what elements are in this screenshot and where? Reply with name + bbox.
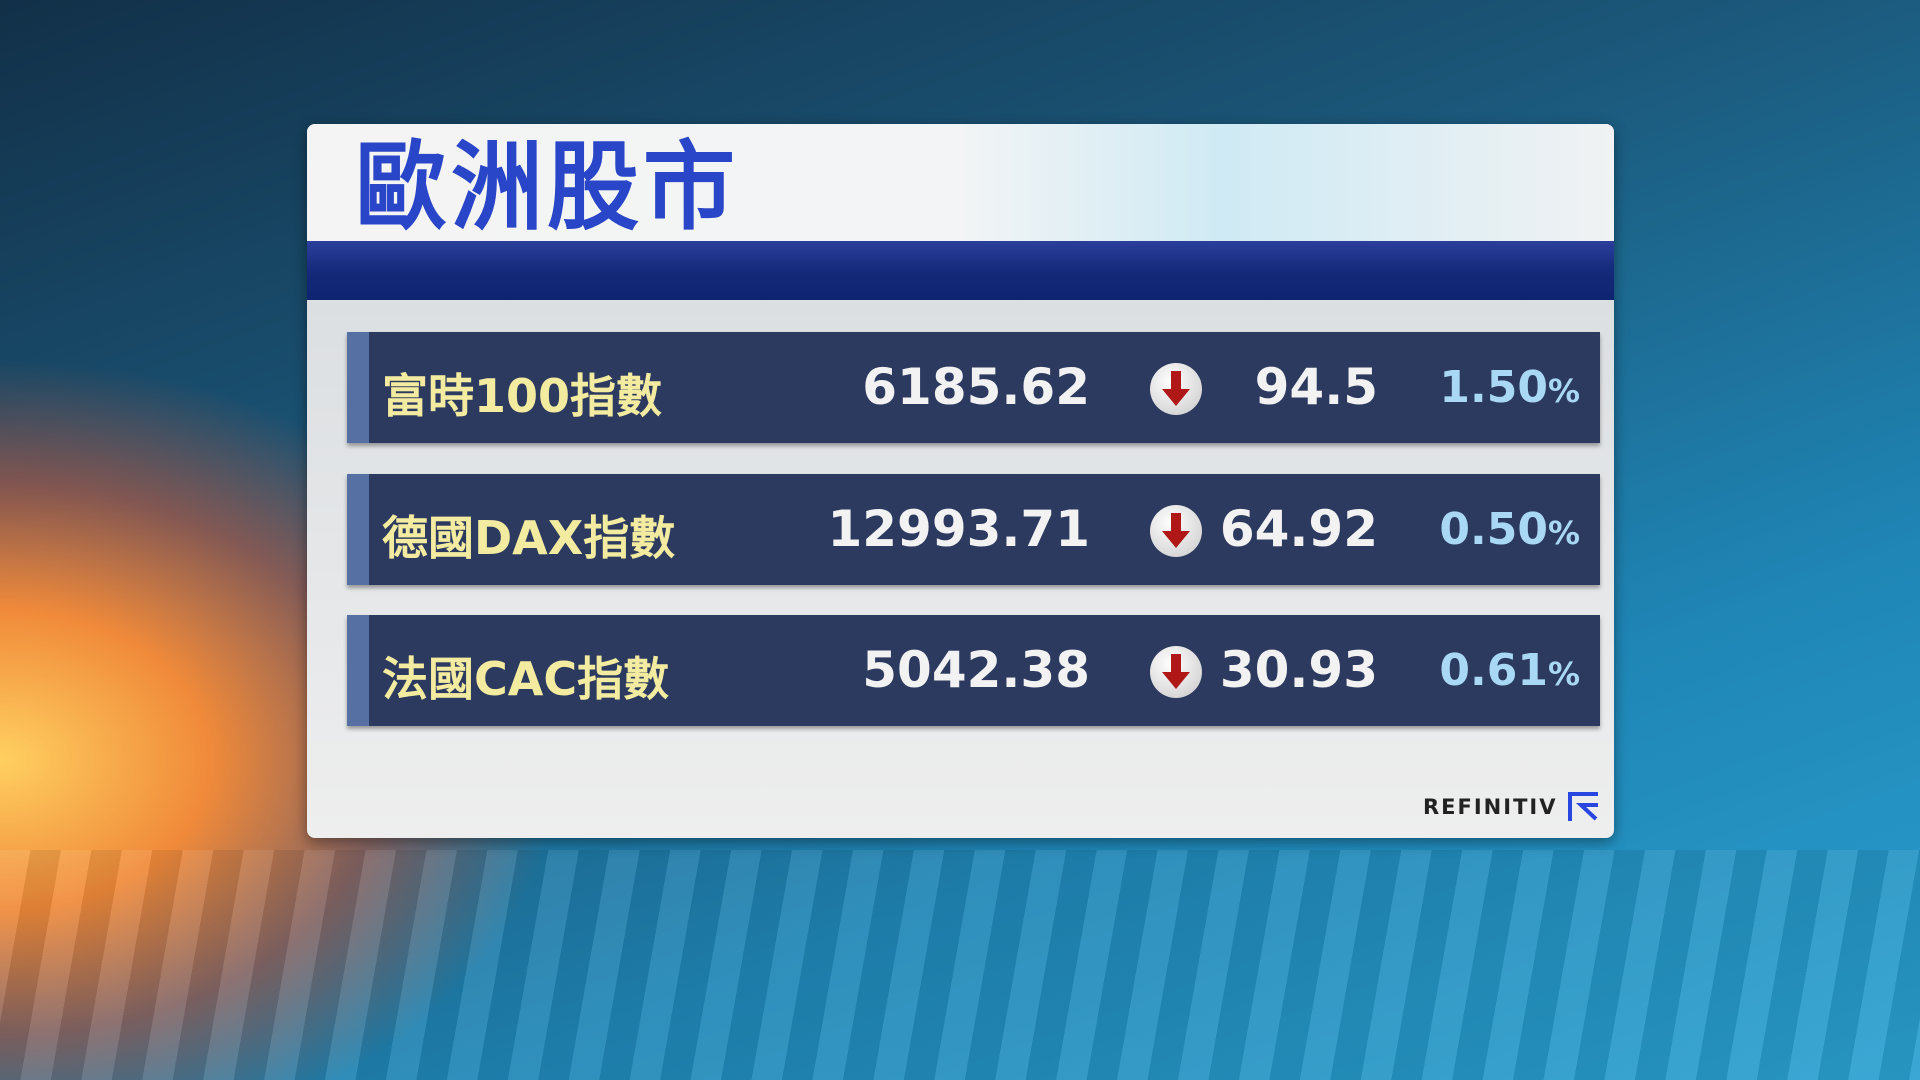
index-row: 德國DAX指數 12993.71 64.92 0.50% bbox=[347, 474, 1600, 585]
index-value: 12993.71 bbox=[827, 500, 1090, 558]
market-panel: 歐洲股市 富時100指數 6185.62 94.5 1.50% 德國DAX指數 … bbox=[307, 124, 1614, 838]
header-band bbox=[307, 241, 1614, 300]
index-change: 30.93 bbox=[1219, 641, 1378, 699]
percent-value: 0.61 bbox=[1439, 645, 1548, 696]
index-percent: 1.50% bbox=[1439, 362, 1580, 413]
down-arrow-icon bbox=[1150, 505, 1202, 557]
index-name: 富時100指數 bbox=[382, 369, 663, 423]
index-percent: 0.61% bbox=[1439, 645, 1580, 696]
background-floor bbox=[0, 850, 1920, 1080]
index-row: 法國CAC指數 5042.38 30.93 0.61% bbox=[347, 615, 1600, 726]
percent-sign: % bbox=[1547, 514, 1580, 552]
index-name: 德國DAX指數 bbox=[382, 511, 676, 565]
index-change: 94.5 bbox=[1254, 358, 1378, 416]
refinitiv-logo: REFINITIV bbox=[1423, 791, 1601, 823]
down-arrow-icon bbox=[1150, 363, 1202, 415]
index-name: 法國CAC指數 bbox=[382, 652, 670, 706]
percent-sign: % bbox=[1547, 372, 1580, 410]
percent-value: 0.50 bbox=[1439, 504, 1548, 555]
index-change: 64.92 bbox=[1219, 500, 1378, 558]
refinitiv-mark-icon bbox=[1568, 792, 1599, 821]
index-value: 5042.38 bbox=[862, 641, 1090, 699]
page-title: 歐洲股市 bbox=[355, 131, 740, 244]
percent-sign: % bbox=[1547, 655, 1580, 693]
percent-value: 1.50 bbox=[1439, 362, 1548, 413]
header: 歐洲股市 bbox=[307, 124, 1614, 241]
index-percent: 0.50% bbox=[1439, 504, 1580, 555]
index-row: 富時100指數 6185.62 94.5 1.50% bbox=[347, 332, 1600, 443]
logo-text: REFINITIV bbox=[1423, 795, 1558, 819]
down-arrow-icon bbox=[1150, 646, 1202, 698]
index-value: 6185.62 bbox=[862, 358, 1090, 416]
